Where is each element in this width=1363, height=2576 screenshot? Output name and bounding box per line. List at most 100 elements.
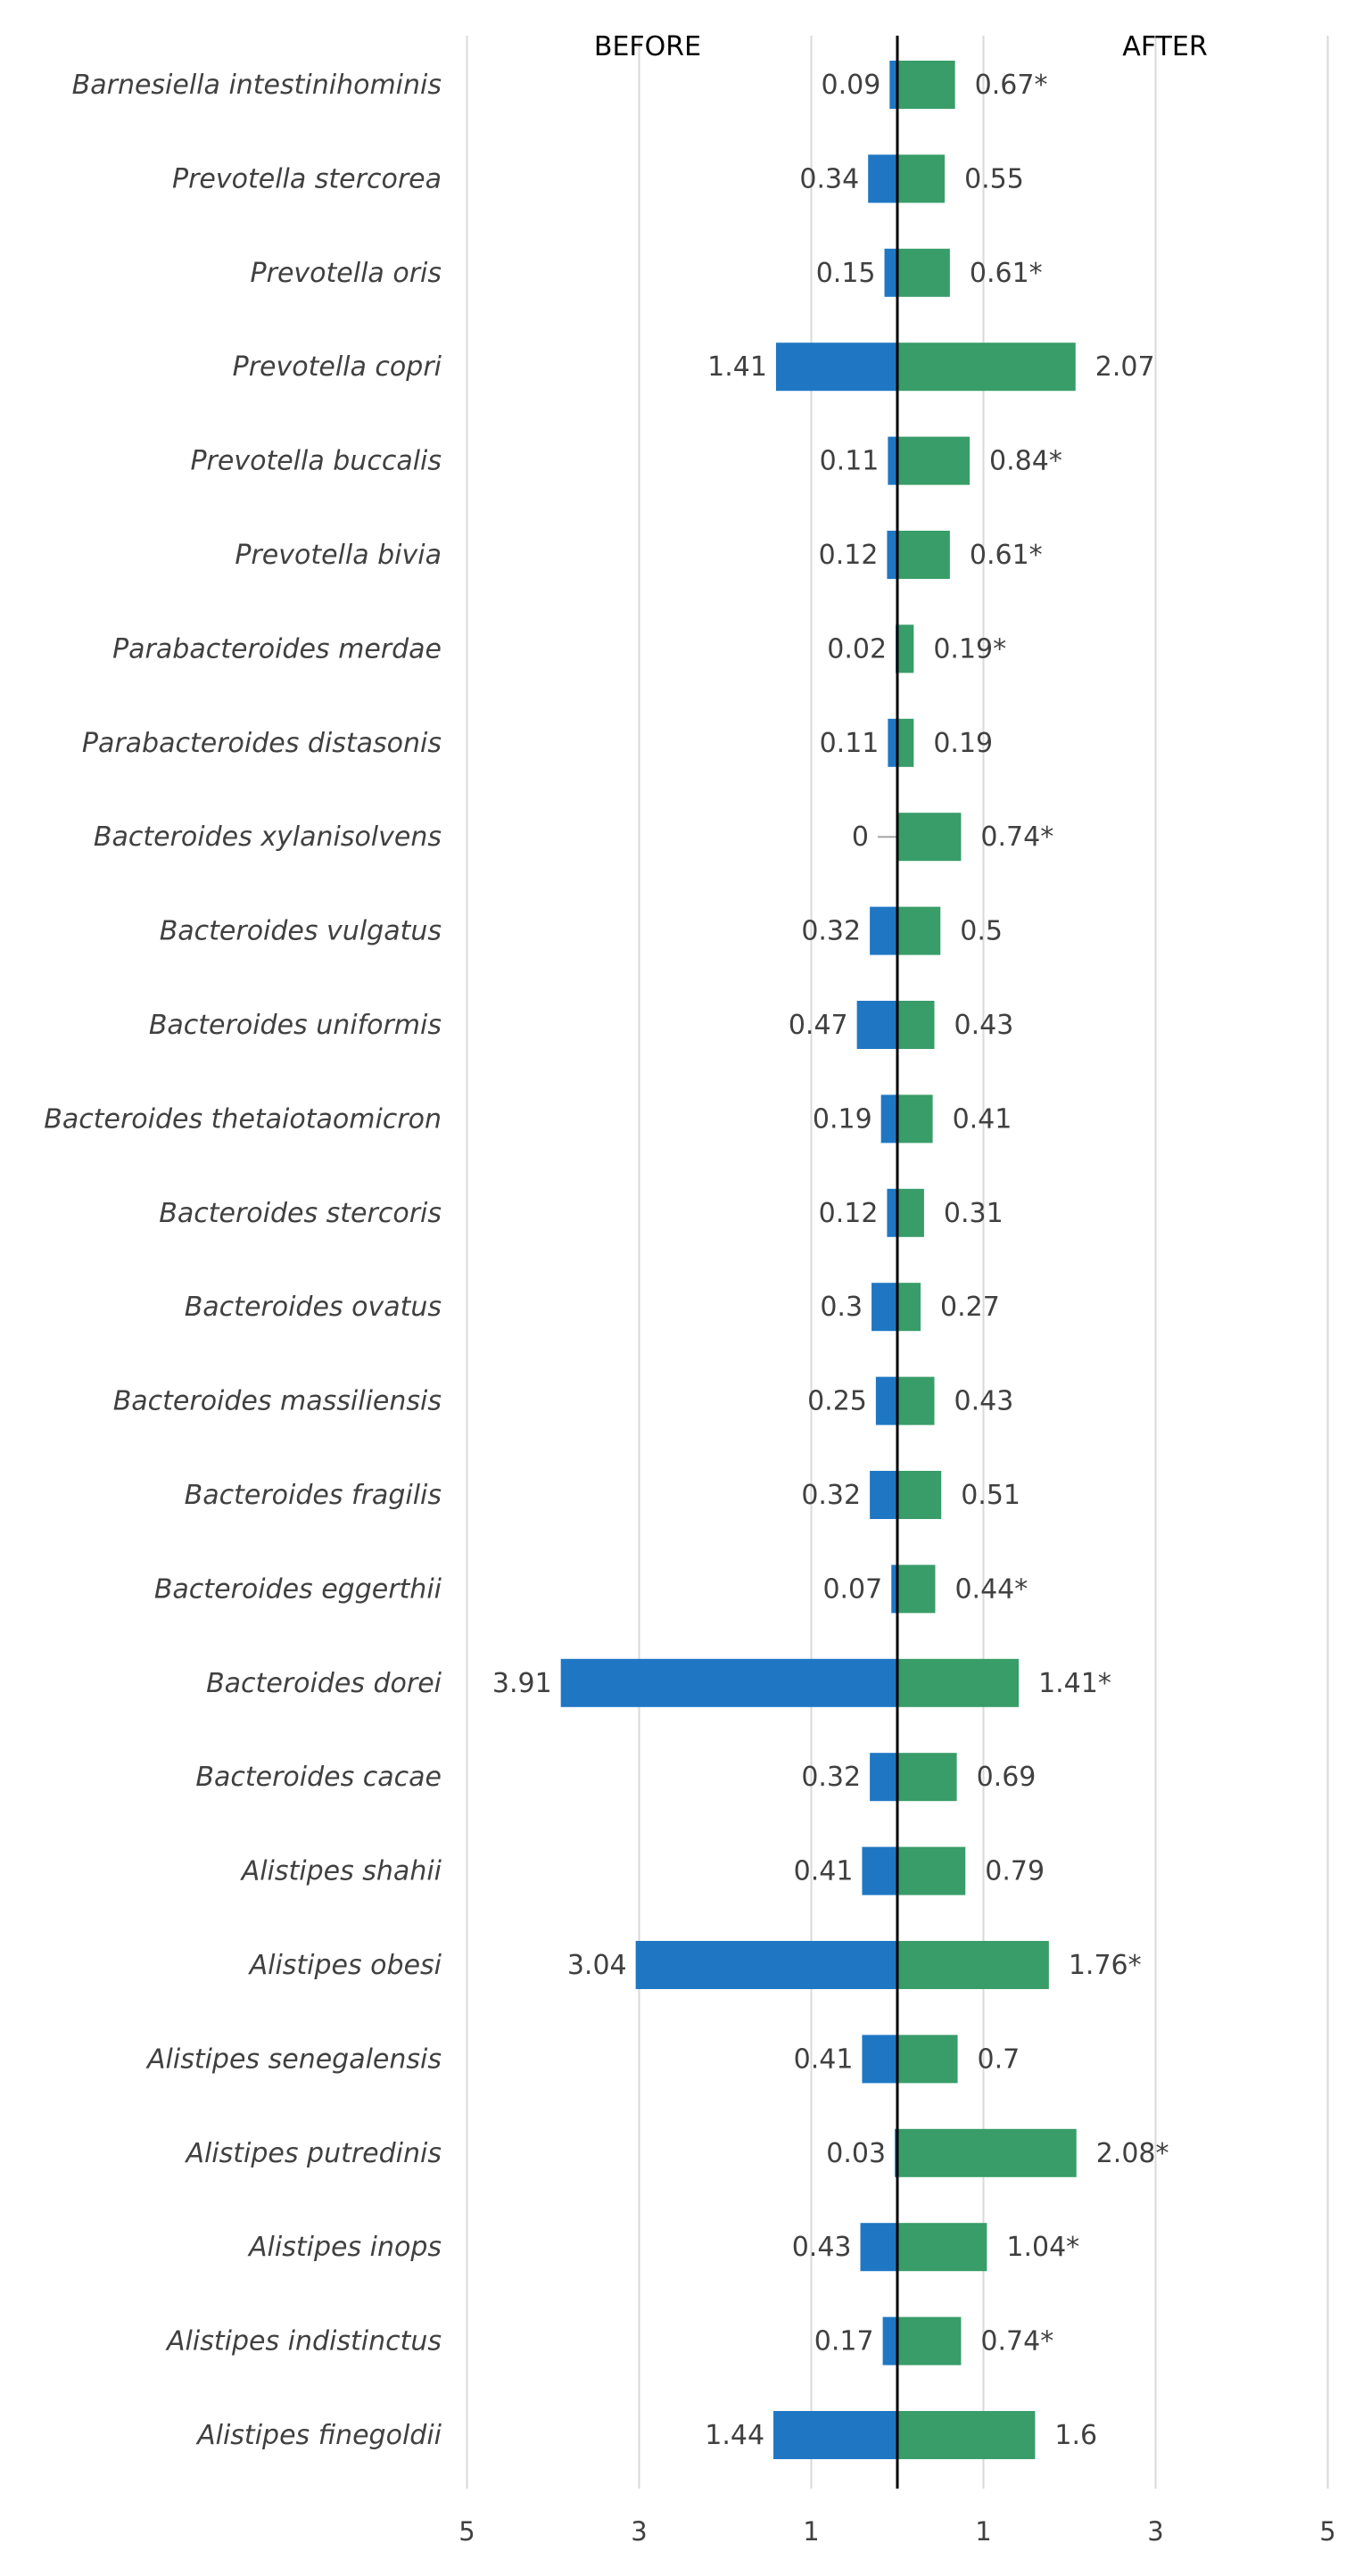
value-label-before: 0.43: [792, 2232, 852, 2263]
value-label-after: 0.41: [953, 1103, 1012, 1135]
bar-after: [897, 2316, 962, 2365]
bar-after: [897, 2128, 1077, 2177]
value-label-before: 0.12: [819, 540, 879, 571]
value-label-before: 0.19: [813, 1103, 872, 1135]
labels: Barnesiella intestinihominis 0.09 0.67* Pre…: [44, 70, 1169, 2451]
bar-before: [891, 1565, 897, 1614]
value-label-before: 0.15: [816, 258, 876, 289]
value-label-before: 0.41: [794, 1856, 854, 1887]
bar-before: [882, 2316, 897, 2365]
x-tick-label: 1: [975, 2516, 991, 2547]
x-tick-label: 1: [803, 2516, 819, 2547]
value-label-after: 2.08*: [1096, 2138, 1169, 2169]
value-label-after: 1.76*: [1069, 1950, 1142, 1981]
value-label-before: 0.32: [801, 916, 861, 947]
value-label-before: 1.41: [707, 351, 767, 383]
category-label: Alistipes inops: [247, 2232, 442, 2263]
bar-after: [897, 154, 946, 203]
value-label-before: 0.11: [820, 446, 880, 477]
category-label: Prevotella stercorea: [172, 163, 442, 194]
value-label-after: 0.43: [954, 1386, 1013, 1417]
value-label-before: 0.17: [814, 2326, 874, 2357]
category-label: Parabacteroides merdae: [112, 633, 442, 665]
bar-after: [897, 906, 941, 955]
bar-after: [897, 2035, 958, 2084]
bar-before: [888, 436, 897, 485]
value-label-after: 0.27: [940, 1292, 1000, 1323]
bar-after: [897, 61, 955, 109]
bar-before: [871, 1283, 897, 1332]
bar-before: [773, 2411, 897, 2459]
value-label-after: 2.07: [1095, 351, 1155, 383]
value-label-after: 0.19: [933, 728, 993, 759]
category-label: Bacteroides thetaiotaomicron: [44, 1103, 442, 1135]
bar-after: [897, 436, 971, 485]
category-label: Prevotella oris: [251, 258, 442, 289]
bar-before: [868, 154, 897, 203]
x-axis-ticks: 5 3 1 1 3 5: [458, 2516, 1335, 2547]
value-label-after: 0.5: [960, 916, 1003, 947]
bar-after: [897, 2223, 987, 2272]
bar-after: [897, 531, 950, 579]
value-label-before: 0.12: [819, 1198, 879, 1229]
bar-after: [897, 1846, 966, 1895]
category-label: Parabacteroides distasonis: [82, 728, 442, 759]
value-label-after: 0.74*: [980, 822, 1053, 853]
value-label-before: 0.02: [827, 633, 887, 665]
value-label-before: 0.32: [801, 1762, 861, 1793]
value-label-before: 3.91: [492, 1668, 552, 1699]
bar-before: [560, 1658, 897, 1707]
category-label: Bacteroides dorei: [206, 1668, 442, 1699]
x-tick-label: 5: [1319, 2516, 1335, 2547]
value-label-before: 0.11: [820, 728, 880, 759]
bar-after: [897, 624, 914, 673]
value-label-before: 0.03: [826, 2138, 886, 2169]
bar-after: [897, 813, 962, 862]
bar-before: [889, 61, 897, 109]
bar-after: [897, 1283, 921, 1332]
bar-before: [870, 906, 897, 955]
bar-before: [875, 1376, 897, 1425]
value-label-before: 0.25: [807, 1386, 867, 1417]
category-label: Prevotella buccalis: [190, 446, 442, 477]
value-label-before: 0.09: [822, 70, 881, 101]
category-label: Bacteroides uniformis: [149, 1010, 442, 1041]
x-tick-label: 3: [1147, 2516, 1163, 2547]
bar-after: [897, 1565, 936, 1614]
bar-after: [897, 1094, 933, 1144]
value-label-before: 0.47: [789, 1010, 848, 1041]
bar-before: [884, 248, 897, 297]
value-label-after: 0.19*: [933, 633, 1006, 665]
value-label-after: 0.7: [978, 2043, 1020, 2075]
value-label-after: 0.74*: [980, 2326, 1053, 2357]
bar-after: [897, 2411, 1036, 2459]
bar-before: [775, 343, 897, 392]
bar-after: [897, 343, 1076, 392]
category-label: Alistipes finegoldii: [195, 2420, 442, 2451]
value-label-after: 0.69: [977, 1762, 1037, 1793]
bar-before: [887, 1188, 897, 1237]
value-label-after: 1.04*: [1006, 2232, 1079, 2263]
bar-after: [897, 248, 950, 297]
value-label-before: 0.3: [820, 1292, 863, 1323]
category-label: Bacteroides cacae: [195, 1762, 442, 1793]
category-label: Bacteroides massiliensis: [113, 1386, 442, 1417]
value-label-after: 0.79: [985, 1856, 1045, 1887]
value-label-before: 0.07: [822, 1573, 882, 1605]
value-label-after: 1.41*: [1038, 1668, 1111, 1699]
value-label-before: 0.32: [801, 1480, 861, 1511]
bar-after: [897, 1376, 935, 1425]
value-label-after: 0.43: [954, 1010, 1013, 1041]
value-label-after: 0.44*: [954, 1573, 1028, 1605]
bar-before: [862, 2035, 897, 2084]
category-label: Bacteroides stercoris: [159, 1198, 442, 1229]
gridlines: [466, 36, 1329, 2489]
value-label-after: 0.67*: [975, 70, 1048, 101]
value-label-before: 0: [852, 822, 869, 853]
category-label: Alistipes shahii: [240, 1856, 442, 1887]
category-label: Alistipes indistinctus: [165, 2326, 442, 2357]
bar-after: [897, 718, 914, 767]
value-label-after: 0.84*: [989, 446, 1062, 477]
value-label-before: 0.34: [799, 163, 859, 194]
